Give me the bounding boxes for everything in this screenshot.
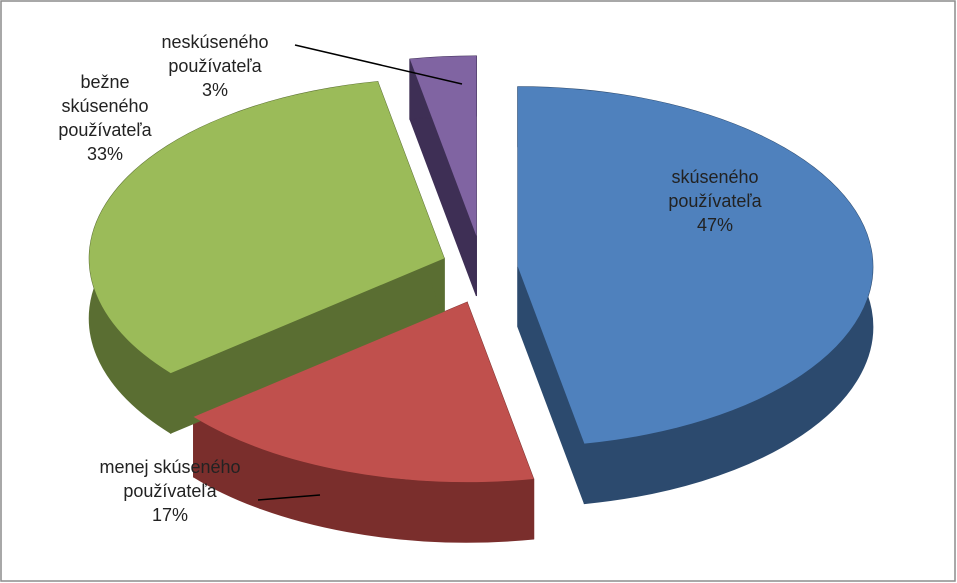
value-label: 3%: [201, 80, 228, 100]
slice-label: neskúseného používateľa 3%: [140, 30, 290, 102]
value-label: 17%: [151, 505, 189, 525]
value-label: 33%: [86, 144, 124, 164]
slice-label: bežne skúseného používateľa 33%: [40, 70, 170, 166]
value-label: 47%: [696, 215, 734, 235]
slice-label: menej skúseného používateľa 17%: [80, 455, 260, 527]
slice-label: skúseného používateľa 47%: [630, 165, 800, 237]
slice: [89, 81, 445, 374]
slice: [409, 55, 477, 236]
category-name: menej skúseného používateľa: [99, 457, 241, 501]
leader-line: [257, 494, 321, 501]
leader-line: [294, 44, 463, 85]
slice: [193, 302, 534, 483]
slice: [517, 86, 873, 444]
category-name: skúseného používateľa: [668, 167, 762, 211]
category-name: neskúseného používateľa: [161, 32, 269, 76]
category-name: bežne skúseného používateľa: [58, 72, 152, 140]
